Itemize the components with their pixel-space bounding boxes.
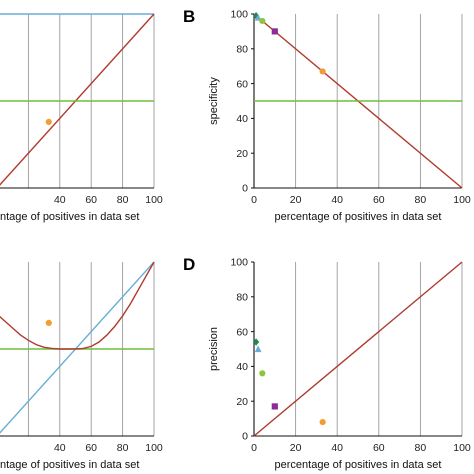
panel-b: 0 20 40 60 80 100 0 20 40 60 80 100 percentage of po… [183, 7, 471, 223]
x-tick-label: 60 [85, 442, 97, 454]
x-axis-title: percentage of positives in data set [275, 459, 442, 471]
panel-d: 0 20 40 60 80 100 0 20 40 60 80 100 percentage of po… [183, 255, 471, 471]
panel-letter: B [183, 7, 195, 26]
x-tick-label: 60 [85, 194, 97, 206]
data-point-teal_green [254, 338, 260, 346]
plot-area [0, 13, 155, 186]
y-tick-label: 0 [242, 183, 248, 195]
y-axis-title: specificity [208, 77, 220, 125]
x-tick-label: 80 [415, 442, 427, 454]
data-point-light_green [259, 370, 266, 377]
y-tick-label: 20 [236, 396, 248, 408]
series-line-red [0, 261, 155, 350]
data-point-orange [45, 319, 52, 326]
series-line-red [254, 261, 463, 437]
plot-area [254, 12, 463, 189]
data-point-orange [319, 418, 326, 426]
x-tick-label: 60 [373, 442, 385, 454]
data-point-blue [254, 345, 262, 353]
x-tick-label: 40 [331, 442, 343, 454]
x-tick-label: 20 [290, 442, 302, 454]
plot-area [254, 261, 463, 437]
data-point-light_green [259, 17, 266, 25]
x-tick-label: 100 [145, 442, 163, 454]
panel-a: 40 60 80 100 ntage of positives in data set [0, 13, 163, 223]
x-tick-label: 100 [453, 194, 471, 206]
x-tick-label: 80 [117, 194, 129, 206]
x-tick-label: 40 [54, 442, 66, 454]
y-tick-label: 100 [230, 9, 248, 21]
data-point-teal_green [254, 12, 260, 20]
x-axis-title: ntage of positives in data set [0, 459, 139, 471]
x-tick-label: 40 [54, 194, 66, 206]
y-tick-label: 0 [242, 431, 248, 443]
y-tick-label: 60 [236, 78, 248, 90]
x-tick-label: 80 [117, 442, 129, 454]
data-point-purple [271, 403, 278, 410]
x-tick-label: 80 [415, 194, 427, 206]
panel-letter: D [183, 255, 195, 274]
data-point-orange [319, 68, 326, 75]
x-tick-label: 0 [251, 194, 257, 206]
x-tick-label: 0 [251, 442, 257, 454]
data-point-purple [271, 28, 278, 35]
y-tick-label: 100 [230, 257, 248, 269]
y-tick-label: 40 [236, 361, 248, 373]
x-axis-title: ntage of positives in data set [0, 211, 139, 223]
x-tick-label: 20 [290, 194, 302, 206]
data-point-blue [254, 13, 262, 21]
x-tick-label: 100 [453, 442, 471, 454]
y-tick-label: 80 [236, 44, 248, 56]
y-axis-title: precision [208, 327, 220, 371]
x-axis-title: percentage of positives in data set [275, 211, 442, 223]
y-tick-label: 40 [236, 113, 248, 125]
y-tick-label: 20 [236, 148, 248, 160]
panel-c: 40 60 80 100 ntage of positives in data set [0, 261, 163, 471]
plot-area [0, 261, 155, 434]
x-tick-label: 40 [331, 194, 343, 206]
y-tick-label: 80 [236, 292, 248, 304]
x-tick-label: 100 [145, 194, 163, 206]
data-point-orange [45, 118, 52, 125]
x-tick-label: 60 [373, 194, 385, 206]
y-tick-label: 60 [236, 326, 248, 338]
